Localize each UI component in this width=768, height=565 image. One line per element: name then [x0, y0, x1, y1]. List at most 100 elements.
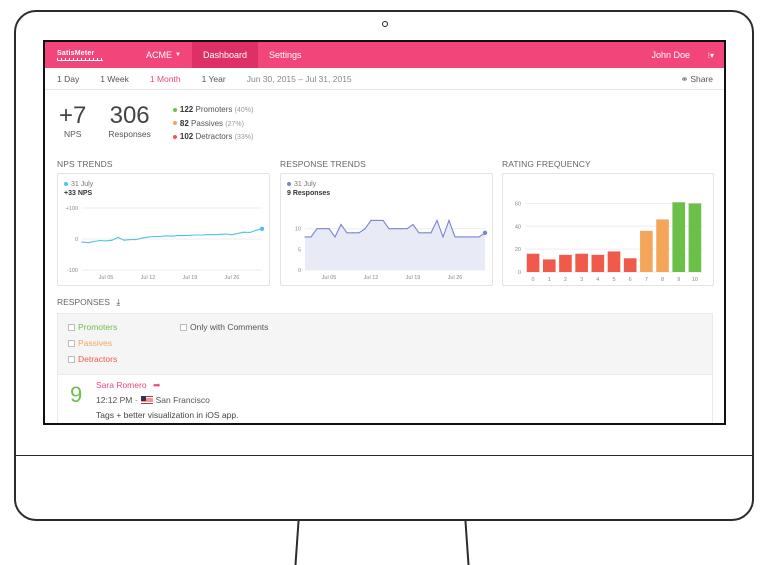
x-tick-label: 6: [629, 277, 632, 283]
data-point: [388, 228, 390, 230]
responses-value: 306: [109, 102, 150, 129]
nav-dashboard-label: Dashboard: [202, 50, 247, 60]
series-area: [305, 220, 485, 270]
y-tick-label: 0: [75, 237, 78, 243]
data-point: [352, 232, 354, 234]
response-legend-value: 9 Responses: [287, 190, 331, 197]
project-dropdown[interactable]: ACME ▼: [135, 42, 192, 68]
filter-only-comments[interactable]: Only with Comments: [180, 322, 268, 332]
data-point: [442, 236, 444, 238]
data-point: [328, 228, 330, 230]
y-tick-label: 40: [515, 224, 521, 230]
response-item[interactable]: 9 Sara Romero ➦ 12:12 PM · San Francisco…: [57, 375, 713, 423]
bar: [672, 202, 686, 272]
user-name[interactable]: John Doe: [651, 50, 690, 60]
download-icon[interactable]: ⤓: [116, 297, 121, 307]
nps-trends-chart: +100 0 -100 Jul 05 Jul 12 Jul 19 Jul 26: [66, 206, 265, 281]
promoter-dot-icon: [172, 107, 177, 112]
nav-dashboard[interactable]: Dashboard: [191, 42, 258, 68]
x-tick-label: 2: [564, 277, 567, 283]
passives-checkbox[interactable]: [68, 339, 75, 347]
data-point: [466, 236, 468, 238]
link-icon: ⚭: [680, 73, 689, 84]
app-screen: SatisMeter ACME ▼ Dashboard Settings Joh…: [43, 40, 726, 425]
range-1-year[interactable]: 1 Year: [201, 73, 226, 84]
bar: [575, 253, 588, 272]
nps-trends-card[interactable]: +100 0 -100 Jul 05 Jul 12 Jul 19 Jul 26 31 Jul…: [57, 173, 270, 286]
share-button[interactable]: ⚭ Share: [681, 68, 713, 90]
detractor-dot-icon: [172, 134, 177, 139]
data-point: [454, 236, 456, 238]
monitor-chin: [14, 455, 754, 456]
data-point: [316, 228, 318, 230]
response-time: 12:12 PM ·: [96, 395, 138, 405]
filter-detractors[interactable]: Detractors: [68, 354, 117, 364]
promoters-checkbox[interactable]: [68, 323, 75, 331]
range-1-week[interactable]: 1 Week: [100, 73, 129, 84]
response-score: 9: [70, 382, 83, 407]
y-tick-label: 20: [515, 247, 521, 253]
bar: [640, 230, 653, 272]
user-menu-icon[interactable]: ⁝▾: [707, 50, 714, 60]
data-point: [334, 236, 336, 238]
data-point: [424, 232, 426, 234]
range-1-day[interactable]: 1 Day: [57, 73, 80, 84]
logo[interactable]: SatisMeter: [45, 50, 135, 61]
bar: [591, 254, 605, 272]
nav-settings[interactable]: Settings: [258, 42, 313, 68]
data-point: [99, 239, 101, 242]
x-tick-label: 4: [596, 277, 599, 283]
only-comments-checkbox[interactable]: [180, 323, 187, 331]
data-point: [93, 240, 95, 243]
responses-stat: 306 Responses: [108, 102, 151, 146]
range-1-month[interactable]: 1 Month: [149, 73, 181, 84]
y-tick-label: 60: [515, 201, 521, 207]
bar: [623, 258, 637, 272]
filter-only-comments-label: Only with Comments: [190, 322, 269, 332]
y-tick-label: 10: [295, 227, 301, 233]
nps-trends-title: NPS TRENDS: [57, 159, 113, 169]
data-point: [141, 237, 143, 239]
summary-stats: +7 NPS 306 Responses 122 Promoters (40%)…: [59, 102, 253, 146]
date-range-label[interactable]: Jun 30, 2015 – Jul 31, 2015: [246, 73, 352, 84]
x-tick-label: Jul 19: [406, 275, 421, 281]
data-point: [183, 234, 185, 237]
data-point: [225, 233, 227, 235]
data-point: [310, 236, 312, 238]
data-point: [231, 234, 233, 236]
rating-frequency-card[interactable]: 60 40 20 0 0 1 2 3 4 5 6 7 8 9 10: [502, 173, 714, 286]
filter-promoters[interactable]: Promoters: [68, 322, 117, 332]
data-point: [189, 234, 191, 236]
project-label: ACME: [146, 50, 173, 60]
bar: [607, 251, 621, 272]
data-point: [243, 231, 245, 233]
data-point: [376, 219, 378, 221]
rating-frequency-chart: 60 40 20 0 0 1 2 3 4 5 6 7 8 9 10: [515, 201, 703, 283]
filter-promoters-label: Promoters: [78, 322, 118, 332]
data-point: [370, 219, 372, 221]
breakdown-passives: 82 Passives (27%): [172, 118, 253, 132]
nps-legend-value: +33 NPS: [64, 190, 93, 197]
nps-legend-dot-icon: [64, 182, 68, 187]
response-location: San Francisco: [155, 395, 210, 405]
nps-legend-date: 31 July: [71, 181, 94, 188]
data-point: [406, 228, 408, 230]
monitor-stand: [464, 521, 470, 565]
x-tick-label: Jul 26: [448, 275, 463, 281]
respondent-name[interactable]: Sara Romero ➦: [96, 380, 160, 391]
data-point: [213, 234, 215, 236]
response-legend-dot-icon: [287, 182, 291, 187]
data-point: [259, 226, 265, 231]
response-trends-card[interactable]: 10 5 0 Jul 05 Jul 12 Jul 19 Jul 26 31 July 9 R…: [280, 173, 493, 286]
forward-icon[interactable]: ➦: [152, 380, 161, 390]
detractors-checkbox[interactable]: [68, 355, 75, 363]
x-tick-label: 9: [677, 277, 680, 283]
data-point: [117, 236, 119, 239]
filter-detractors-label: Detractors: [78, 354, 118, 364]
data-point: [322, 228, 324, 230]
bar: [688, 203, 702, 272]
x-tick-label: 1: [548, 277, 551, 283]
data-point: [418, 232, 420, 234]
filter-passives[interactable]: Passives: [68, 338, 112, 348]
camera-icon: [382, 21, 388, 27]
